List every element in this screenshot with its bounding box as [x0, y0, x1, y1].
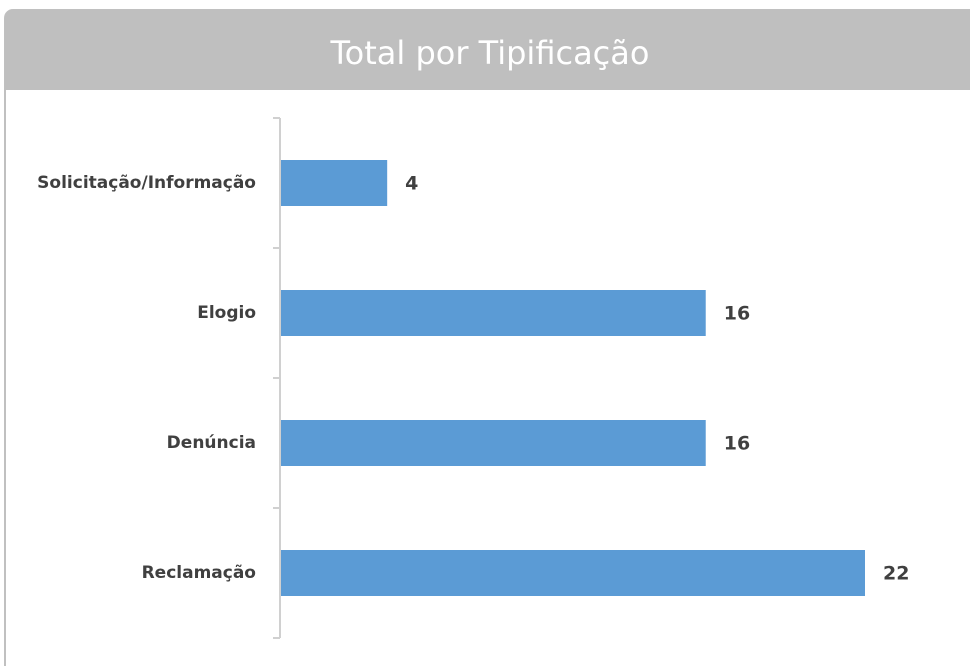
bar — [281, 420, 706, 466]
y-tick-label: Elogio — [197, 303, 256, 323]
y-tick-label: Denúncia — [167, 433, 256, 453]
bar — [281, 290, 706, 336]
bar — [281, 160, 388, 206]
data-label: 16 — [724, 303, 750, 325]
header — [5, 10, 970, 90]
y-tick-label: Reclamação — [142, 563, 256, 583]
data-label: 16 — [724, 433, 750, 455]
chart-title: Total por Tipificação — [330, 34, 650, 72]
data-label: 22 — [883, 563, 909, 585]
data-label: 4 — [405, 173, 418, 195]
bar — [281, 550, 865, 596]
y-tick-label: Solicitação/Informação — [37, 173, 256, 193]
